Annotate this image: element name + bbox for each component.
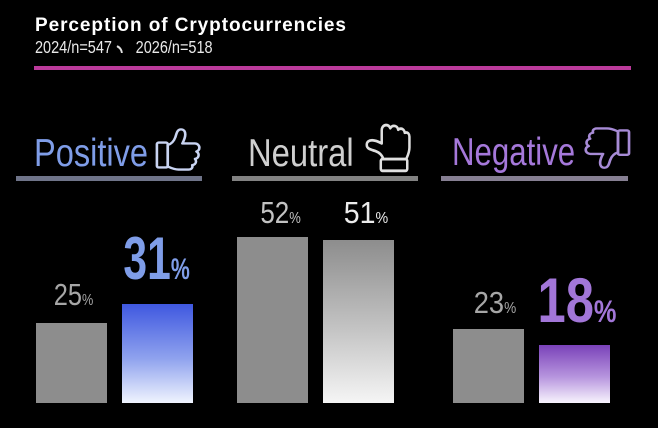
group-label-negative: Negative bbox=[452, 130, 576, 174]
bar-negative-2026 bbox=[539, 345, 610, 403]
title-divider-rule bbox=[34, 65, 631, 70]
group-label-neutral: Neutral bbox=[248, 131, 354, 175]
thumbs-up-icon bbox=[155, 127, 201, 171]
group-underline-neutral bbox=[232, 176, 418, 181]
value-label-positive-2026: 31% bbox=[122, 225, 190, 293]
subtitle-right: 2026/n=518 bbox=[135, 37, 213, 58]
value-label-positive-2024: 25% bbox=[53, 277, 93, 313]
thumb-sideways-icon bbox=[364, 123, 411, 172]
group-underline-positive bbox=[16, 176, 202, 181]
value-label-neutral-2024: 52% bbox=[259, 194, 301, 230]
group-label-positive: Positive bbox=[34, 131, 149, 175]
value-label-neutral-2026: 51% bbox=[343, 195, 388, 230]
bar-neutral-2024 bbox=[237, 236, 308, 403]
bar-negative-2024 bbox=[453, 329, 524, 403]
chart-subtitle: 2024/n=547、2026/n=518 bbox=[35, 39, 213, 57]
group-underline-negative bbox=[441, 176, 628, 181]
value-label-negative-2026: 18% bbox=[537, 266, 616, 337]
bar-neutral-2026 bbox=[323, 239, 394, 403]
subtitle-left: 2024/n=547 bbox=[34, 37, 112, 58]
page-title: Perception of Cryptocurrencies bbox=[35, 15, 347, 36]
ideographic-comma-icon bbox=[116, 45, 123, 54]
bar-positive-2024 bbox=[36, 323, 107, 403]
value-label-negative-2024: 23% bbox=[473, 285, 516, 321]
thumbs-down-icon bbox=[584, 127, 631, 169]
bar-positive-2026 bbox=[122, 303, 193, 403]
